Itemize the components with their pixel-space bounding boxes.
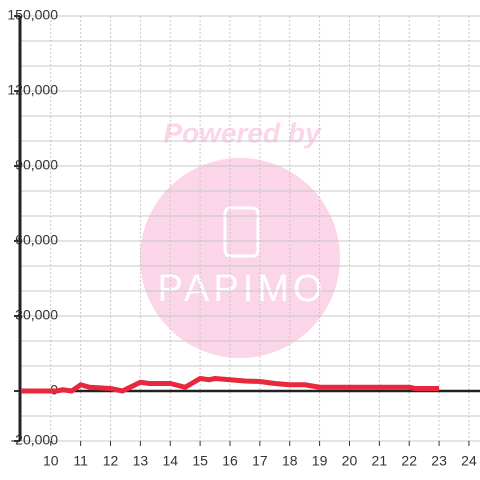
watermark-logo: PAPIMO [158, 268, 327, 310]
phone-icon [223, 206, 260, 258]
x-tick-label: 20 [342, 453, 358, 469]
data-line [20, 376, 440, 394]
x-tick-label: 21 [372, 453, 388, 469]
x-tick-label: 24 [461, 453, 477, 469]
x-tick-label: 14 [162, 453, 178, 469]
x-tick-label: 11 [73, 453, 88, 469]
x-tick-label: 23 [431, 453, 447, 469]
x-tick-label: 15 [192, 453, 208, 469]
x-tick-label: 10 [43, 453, 59, 469]
y-tick-label: -20,000 [11, 432, 59, 448]
watermark-text: Powered by [163, 117, 322, 148]
y-tick-label: 90,000 [15, 157, 58, 173]
x-tick-label: 19 [312, 453, 328, 469]
x-tick-label: 17 [252, 453, 268, 469]
x-tick-label: 16 [222, 453, 238, 469]
x-tick-label: 18 [282, 453, 298, 469]
y-tick-label: 30,000 [15, 307, 58, 323]
y-tick-label: 60,000 [15, 232, 58, 248]
x-tick-label: 13 [133, 453, 149, 469]
x-tick-label: 12 [103, 453, 119, 469]
x-tick-label: 22 [401, 453, 417, 469]
